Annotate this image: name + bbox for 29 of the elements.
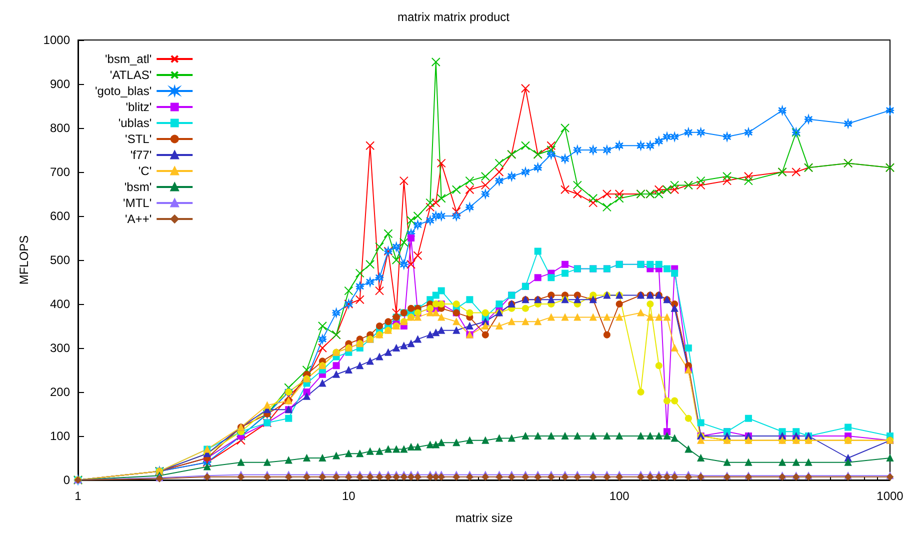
legend-label: 'STL' [125,132,152,146]
y-tick-label: 0 [63,473,70,487]
legend-label: 'MTL' [123,196,152,210]
y-axis-title: MFLOPS [17,235,31,285]
legend-label: 'f77' [130,148,152,162]
y-tick-label: 800 [50,121,70,135]
legend-label: 'A++' [125,212,152,226]
x-axis-title: matrix size [455,511,513,525]
legend-label: 'bsm_atl' [105,52,152,66]
legend-label: 'blitz' [126,100,152,114]
legend-label: 'ATLAS' [110,68,152,82]
legend-label: 'goto_blas' [95,84,152,98]
chart-title: matrix matrix product [397,10,510,24]
legend-label: 'C' [138,164,152,178]
x-tick-label: 100 [609,489,630,503]
y-tick-label: 700 [50,165,70,179]
y-tick-label: 500 [50,253,70,267]
y-tick-label: 200 [50,385,70,399]
legend-label: 'bsm' [124,180,152,194]
x-tick-label: 10 [342,489,356,503]
y-tick-label: 600 [50,209,70,223]
y-tick-label: 300 [50,341,70,355]
legend-label: 'ublas' [118,116,152,130]
x-tick-label: 1000 [876,489,904,503]
y-tick-label: 1000 [43,33,70,47]
y-tick-label: 400 [50,297,70,311]
x-tick-label: 1 [74,489,82,503]
y-tick-label: 100 [50,429,70,443]
y-tick-label: 900 [50,77,70,91]
